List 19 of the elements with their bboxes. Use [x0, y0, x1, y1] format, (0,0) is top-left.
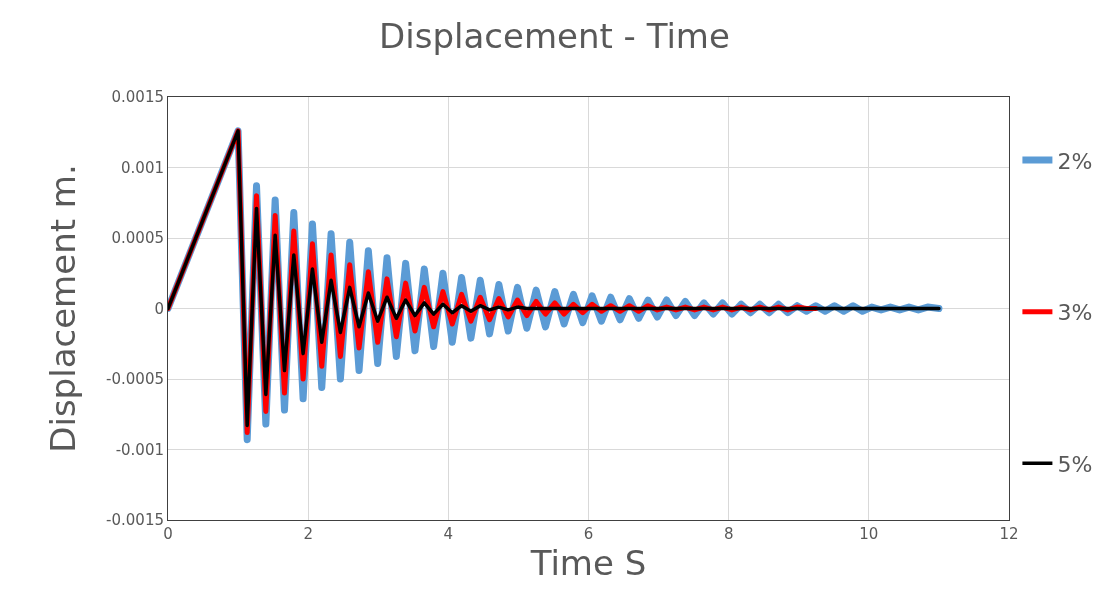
y-tick-label: 0.0015	[111, 88, 164, 107]
x-tick-label: 12	[999, 525, 1019, 543]
legend-label: 2%	[1057, 148, 1093, 174]
y-tick-label: 0.0005	[111, 229, 164, 248]
legend-label: 5%	[1057, 451, 1093, 477]
y-axis-title: Displacement m.	[42, 164, 83, 453]
x-tick-label: 4	[443, 525, 454, 543]
y-tick-label: -0.001	[115, 440, 164, 459]
chart-title: Displacement - Time	[379, 15, 730, 56]
x-tick-label: 10	[859, 525, 879, 543]
y-tick-label: -0.0015	[106, 511, 164, 530]
y-tick-label: 0	[154, 299, 164, 318]
x-tick-label: 8	[723, 525, 734, 543]
y-tick-label: -0.0005	[106, 370, 164, 389]
x-tick-label: 2	[303, 525, 313, 543]
x-tick-label: 6	[583, 525, 594, 543]
legend-label: 3%	[1057, 300, 1093, 326]
y-tick-label: 0.001	[121, 158, 164, 177]
x-axis-title: Time S	[529, 543, 647, 583]
